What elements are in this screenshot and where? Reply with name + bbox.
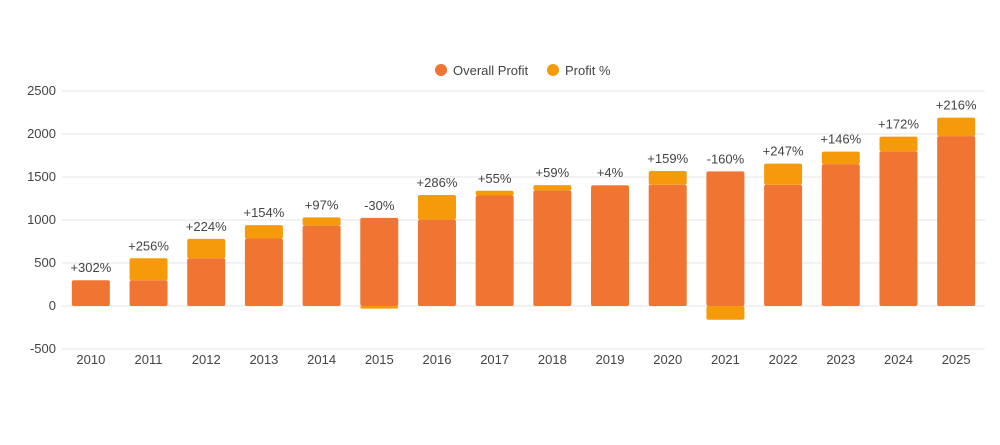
bar-profit-percent	[130, 258, 168, 280]
x-tick-label: 2019	[596, 352, 625, 367]
bar-profit-percent	[706, 306, 744, 320]
bar-overall-profit	[245, 238, 283, 306]
bar-profit-percent	[187, 239, 225, 258]
legend: Overall Profit Profit %	[435, 63, 611, 78]
y-tick-label: 500	[34, 255, 56, 270]
data-label: -30%	[364, 198, 395, 213]
data-label: +247%	[763, 144, 804, 159]
y-tick-label: 2000	[27, 126, 56, 141]
bar-overall-profit	[937, 136, 975, 306]
data-label: +59%	[536, 165, 570, 180]
bar-overall-profit	[764, 185, 802, 306]
bar-profit-percent	[649, 171, 687, 185]
data-label: +286%	[417, 175, 458, 190]
data-label: +4%	[597, 165, 624, 180]
bar-overall-profit	[476, 195, 514, 306]
x-tick-label: 2021	[711, 352, 740, 367]
x-tick-label: 2018	[538, 352, 567, 367]
data-label: -160%	[707, 151, 745, 166]
bar-overall-profit	[649, 185, 687, 306]
bar-profit-percent	[822, 152, 860, 164]
x-tick-label: 2011	[135, 352, 163, 367]
x-tick-label: 2014	[307, 352, 336, 367]
bar-overall-profit	[187, 258, 225, 306]
x-tick-label: 2016	[423, 352, 452, 367]
bar-profit-percent	[764, 164, 802, 185]
y-tick-label: 0	[49, 298, 56, 313]
y-tick-label: -500	[30, 341, 56, 356]
bar-profit-percent	[937, 118, 975, 136]
bar-overall-profit	[706, 171, 744, 306]
data-label: +216%	[936, 98, 977, 113]
x-tick-label: 2024	[884, 352, 913, 367]
x-tick-label: 2010	[76, 352, 105, 367]
x-tick-label: 2013	[249, 352, 278, 367]
bar-profit-percent	[360, 306, 398, 309]
legend-swatch-overall-profit	[435, 64, 447, 76]
x-tick-label: 2020	[653, 352, 682, 367]
bar-overall-profit	[879, 151, 917, 306]
data-label: +55%	[478, 171, 512, 186]
y-tick-label: 1500	[27, 169, 56, 184]
y-axis: -500 0 500 1000 1500 2000 2500	[27, 83, 56, 356]
y-tick-label: 1000	[27, 212, 56, 227]
x-tick-label: 2022	[769, 352, 798, 367]
data-label: +154%	[243, 205, 284, 220]
bar-profit-percent	[879, 137, 917, 152]
bar-overall-profit	[533, 190, 571, 306]
bar-overall-profit	[418, 220, 456, 306]
x-tick-label: 2012	[192, 352, 221, 367]
x-tick-label: 2017	[480, 352, 509, 367]
bar-overall-profit	[822, 164, 860, 306]
x-tick-label: 2023	[826, 352, 855, 367]
data-label: +224%	[186, 219, 227, 234]
data-label: +256%	[128, 238, 169, 253]
data-label: +97%	[305, 197, 339, 212]
bar-profit-percent	[303, 217, 341, 225]
data-label: +159%	[647, 151, 688, 166]
data-label: +146%	[820, 132, 861, 147]
bar-profit-percent	[245, 225, 283, 238]
bar-overall-profit	[591, 186, 629, 306]
x-axis: 2010 2011 2012 2013 2014 2015 2016 2017 2018 2019…	[76, 352, 970, 367]
legend-swatch-profit-percent	[547, 64, 559, 76]
legend-label-overall-profit: Overall Profit	[453, 63, 529, 78]
bar-overall-profit	[303, 226, 341, 306]
data-label: +172%	[878, 117, 919, 132]
bar-profit-percent	[476, 191, 514, 196]
bar-overall-profit	[360, 218, 398, 306]
x-tick-label: 2025	[942, 352, 971, 367]
bar-overall-profit	[130, 280, 168, 306]
bar-profit-percent	[418, 195, 456, 220]
x-tick-label: 2015	[365, 352, 394, 367]
data-label: +302%	[70, 260, 111, 275]
bar-overall-profit	[72, 280, 110, 306]
legend-label-profit-percent: Profit %	[565, 63, 611, 78]
y-tick-label: 2500	[27, 83, 56, 98]
bar-profit-percent	[533, 185, 571, 190]
